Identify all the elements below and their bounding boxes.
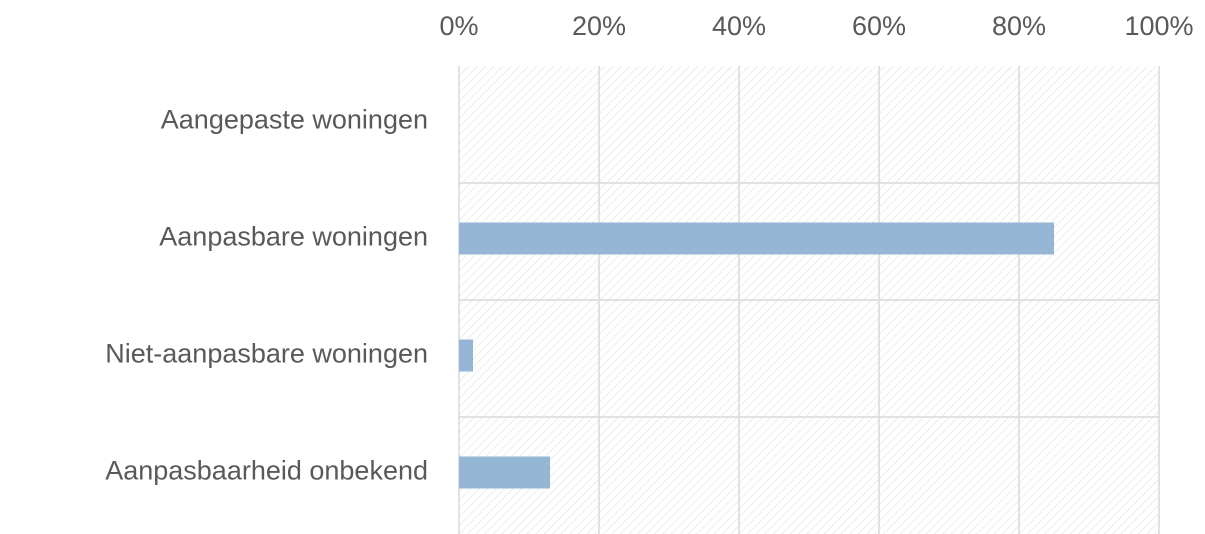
bar	[459, 222, 1054, 255]
x-tick-label: 20%	[572, 11, 626, 41]
x-tick-label: 100%	[1124, 11, 1193, 41]
x-tick-label: 0%	[439, 11, 478, 41]
y-tick-label: Niet-aanpasbare woningen	[105, 339, 428, 369]
y-tick-label: Aanpasbaarheid onbekend	[105, 456, 428, 486]
bar	[459, 339, 473, 372]
x-tick-label: 60%	[852, 11, 906, 41]
x-tick-label: 80%	[992, 11, 1046, 41]
y-tick-label: Aanpasbare woningen	[159, 222, 428, 252]
x-tick-label: 40%	[712, 11, 766, 41]
bar	[459, 456, 550, 489]
y-tick-label: Aangepaste woningen	[161, 105, 428, 135]
